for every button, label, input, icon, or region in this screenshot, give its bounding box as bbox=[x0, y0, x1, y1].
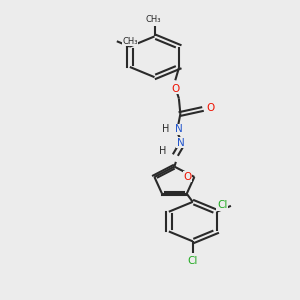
Text: H: H bbox=[159, 146, 166, 155]
Text: CH₃: CH₃ bbox=[146, 15, 161, 24]
Text: N: N bbox=[176, 138, 184, 148]
Text: O: O bbox=[171, 84, 179, 94]
Text: CH₃: CH₃ bbox=[122, 37, 138, 46]
Text: O: O bbox=[183, 172, 191, 182]
Text: N: N bbox=[175, 124, 182, 134]
Text: H: H bbox=[162, 124, 169, 134]
Text: O: O bbox=[206, 103, 214, 113]
Text: Cl: Cl bbox=[188, 256, 198, 266]
Text: Cl: Cl bbox=[217, 200, 227, 210]
